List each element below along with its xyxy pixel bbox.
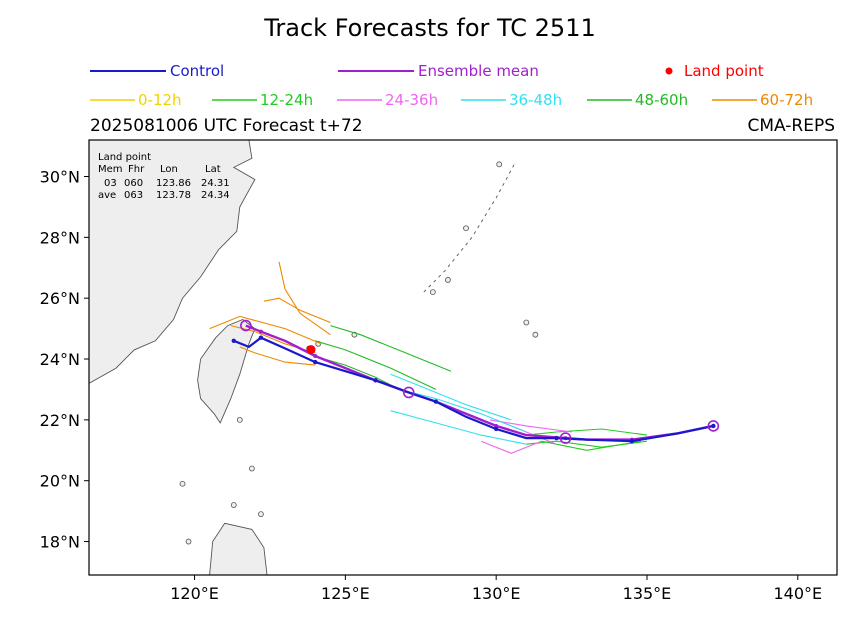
island-12 [248,465,255,472]
x-tick-label-4: 140°E [773,584,822,603]
chart-title: Track Forecasts for TC 2511 [264,14,596,42]
mean-track-point-14 [258,329,263,334]
member-track-segment-4 [480,440,542,454]
control-track-point-12 [313,359,318,365]
land-box-cell: 123.86 [156,178,191,189]
member-track-segment-8 [390,373,512,421]
control-track-point-0 [711,423,716,429]
land-box-cell: 060 [124,178,143,189]
legend-label-hour-3: 36-48h [509,91,562,109]
y-tick-label-3: 24°N [40,350,80,369]
legend-label-hour-2: 24-36h [385,91,438,109]
island-3 [429,289,436,295]
typhoon-symbol-0 [707,420,720,432]
land-box-heading: Land point [98,152,151,163]
plot-frame [88,139,838,576]
land-box-col-mem: Mem [98,164,123,175]
member-track-segment-11 [330,325,452,372]
legend: Control Ensemble mean Land point 0-12h 12-24… [90,62,813,109]
island-0 [532,331,539,338]
member-track-segment-9 [399,388,527,433]
map-layer [89,140,720,575]
legend-label-hour-1: 12-24h [260,91,313,109]
land-box-col-lat: Lat [205,164,221,175]
typhoon-symbol-1 [559,432,572,444]
x-tick-label-3: 135°E [623,584,672,603]
y-tick-label-4: 26°N [40,289,80,308]
x-tick-label-2: 130°E [472,584,521,603]
legend-swatch-2 [665,67,673,75]
member-track-segment-2 [526,428,648,436]
land-box-cell: 24.34 [201,190,230,201]
island-9 [236,416,243,423]
mean-track-point-12 [313,353,318,358]
model-label: CMA-REPS [747,116,835,136]
control-track-point-6 [493,426,499,432]
plot-area: 120°E 125°E 130°E 135°E 140°E 18°N 20°N 22°N 24°… [40,139,838,603]
forecast-time-label: 2025081006 UTC Forecast t+72 [90,116,363,136]
member-track-segment-12 [315,340,437,390]
island-11 [179,480,186,487]
island-5 [496,161,503,168]
legend-label-hour-5: 60-72h [760,91,813,109]
island-10 [185,538,192,545]
land-box-cell: 063 [124,190,143,201]
control-track-point-2 [629,438,635,444]
legend-label-1: Ensemble mean [418,62,539,80]
control-track-point-8 [433,399,439,404]
x-tick-label-1: 125°E [321,584,370,603]
member-track-segment-13 [278,261,331,336]
typhoon-symbol-2 [402,386,415,399]
island-14 [258,511,264,518]
control-track-point-14 [258,335,264,340]
control-track-point-10 [373,378,378,383]
control-track-point-16 [231,338,236,343]
y-tick-label-6: 30°N [40,168,80,187]
typhoon-symbol-3 [240,319,252,332]
member-track-segment-7 [390,410,527,445]
luzon-landmass [209,522,268,575]
member-track-segment-15 [239,346,316,366]
legend-label-hour-4: 48-60h [635,91,688,109]
land-box-cell: 24.31 [201,178,230,189]
legend-label-2: Land point [684,62,764,80]
land-box-col-lon: Lon [160,164,178,175]
island-4 [463,225,469,232]
ryukyu-island-chain [423,164,515,293]
y-tick-label-5: 28°N [40,228,80,247]
legend-label-0: Control [170,62,224,80]
land-box-col-fhr: Fhr [128,164,145,175]
land-box-cell: 123.78 [156,190,191,201]
x-tick-label-0: 120°E [170,584,219,603]
y-tick-label-0: 18°N [40,533,80,552]
member-track-segment-17 [209,315,322,345]
control-track-point-4 [554,435,559,441]
island-2 [445,277,451,283]
taiwan-landmass [197,318,256,424]
island-1 [523,319,530,326]
control-track [233,336,714,443]
mainland-china-landmass [89,140,256,384]
y-tick-label-1: 20°N [40,472,80,491]
island-13 [230,502,237,508]
mean-track-point-6 [494,423,499,428]
member-track-segment-16 [263,297,331,324]
legend-label-hour-0: 0-12h [138,91,182,109]
land-box-cell: ave [98,190,116,201]
land-box-cell: 03 [104,178,117,189]
land-point-marker [306,345,316,355]
member-track-segment-3 [541,440,642,451]
y-tick-label-2: 22°N [40,411,80,430]
